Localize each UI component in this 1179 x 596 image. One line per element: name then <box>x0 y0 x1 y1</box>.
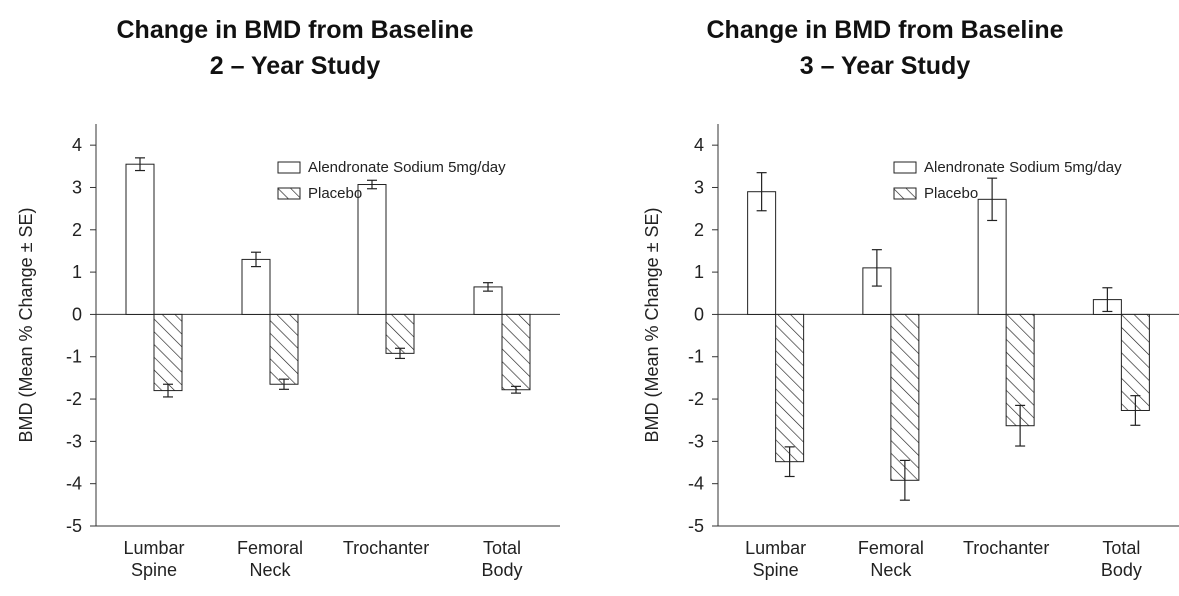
x-tick-label: Trochanter <box>963 538 1049 558</box>
bar-chart-3-year: 4 3 2 1 0 -1 -2 -3 -4 -5 BMD (Mean % Change ± SE) L… <box>642 124 1179 580</box>
y-tick-label: 2 <box>694 220 704 240</box>
y-tick-label: -3 <box>66 431 82 451</box>
x-tick-label: Spine <box>131 560 177 580</box>
y-tick-label: -5 <box>688 516 704 536</box>
x-tick-label: Femoral <box>858 538 924 558</box>
y-tick-label: -2 <box>688 389 704 409</box>
y-tick-label: -3 <box>688 431 704 451</box>
y-tick-label: -4 <box>688 474 704 494</box>
y-tick-label: 3 <box>694 177 704 197</box>
y-tick-label: -4 <box>66 474 82 494</box>
y-axis-label: BMD (Mean % Change ± SE) <box>642 208 662 443</box>
x-tick-label: Trochanter <box>343 538 429 558</box>
alendronate-bar <box>357 184 387 315</box>
x-tick-label: Neck <box>249 560 291 580</box>
y-tick-label: -1 <box>688 347 704 367</box>
placebo-bar <box>501 313 531 391</box>
legend-label: Alendronate Sodium 5mg/day <box>924 159 1122 176</box>
chart-2-year: Change in BMD from Baseline 2 – Year Stu… <box>0 12 590 580</box>
legend-label: Alendronate Sodium 5mg/day <box>308 159 506 176</box>
x-tick-label: Neck <box>870 560 912 580</box>
x-tick-label: Spine <box>753 560 799 580</box>
chart-title-line-2: 2 – Year Study <box>209 52 381 80</box>
x-tick-label: Femoral <box>237 538 303 558</box>
y-axis-label: BMD (Mean % Change ± SE) <box>16 208 36 443</box>
y-tick-label: 1 <box>72 262 82 282</box>
x-tick-label: Total <box>483 538 521 558</box>
legend-swatch <box>277 187 301 200</box>
y-tick-label: -1 <box>66 347 82 367</box>
x-tick-label: Body <box>1101 560 1142 580</box>
legend-swatch <box>277 161 301 174</box>
placebo-bar <box>775 313 805 463</box>
chart-title-line-1: Change in BMD from Baseline <box>706 16 1064 44</box>
legend-swatch <box>893 161 917 174</box>
y-tick-label: -2 <box>66 389 82 409</box>
legend-swatch <box>893 187 917 200</box>
y-tick-label: 0 <box>694 304 704 324</box>
chart-title-line-1: Change in BMD from Baseline <box>116 16 474 44</box>
alendronate-bar <box>125 163 155 315</box>
chart-title: Change in BMD from Baseline 2 – Year Stu… <box>0 12 590 84</box>
y-tick-label: 0 <box>72 304 82 324</box>
x-tick-label: Total <box>1102 538 1140 558</box>
chart-title: Change in BMD from Baseline 3 – Year Stu… <box>590 12 1179 84</box>
placebo-bar <box>269 313 299 385</box>
bar-chart-2-year: 4 3 2 1 0 -1 -2 -3 -4 -5 BMD (Mean % Change ± SE) L… <box>16 124 560 580</box>
chart-3-year: Change in BMD from Baseline 3 – Year Stu… <box>590 0 1179 596</box>
legend-label: Placebo <box>924 185 978 202</box>
x-tick-label: Body <box>481 560 522 580</box>
placebo-bar <box>890 313 920 481</box>
y-tick-label: -5 <box>66 516 82 536</box>
y-tick-label: 3 <box>72 177 82 197</box>
chart-title-line-2: 3 – Year Study <box>799 52 971 80</box>
placebo-bar <box>385 313 415 354</box>
alendronate-bar <box>241 258 271 315</box>
x-tick-label: Lumbar <box>123 538 184 558</box>
y-tick-label: 1 <box>694 262 704 282</box>
y-tick-label: 2 <box>72 220 82 240</box>
x-tick-label: Lumbar <box>745 538 806 558</box>
y-tick-label: 4 <box>72 135 82 155</box>
legend-label: Placebo <box>308 185 362 202</box>
y-tick-label: 4 <box>694 135 704 155</box>
placebo-bar <box>153 313 183 392</box>
